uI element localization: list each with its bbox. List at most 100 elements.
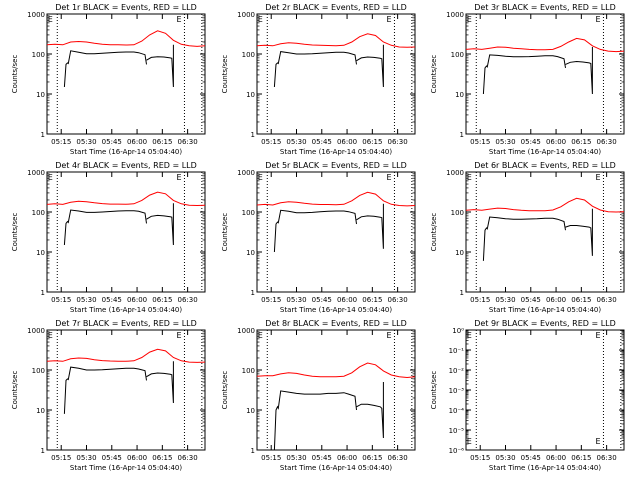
- chart-panel: Det 1r BLACK = Events, RED = LLD 1 10 100 10…: [11, 3, 206, 156]
- chart-title: Det 1r BLACK = Events, RED = LLD: [55, 3, 197, 12]
- x-axis-label: Start Time (16-Apr-14 05:04:40): [70, 464, 182, 472]
- y-tick-label: 100: [32, 51, 45, 59]
- flag-marker: E: [596, 437, 601, 446]
- chart-title: Det 7r BLACK = Events, RED = LLD: [55, 319, 197, 328]
- flag-marker: E: [258, 173, 263, 182]
- x-tick-label: 06:00: [546, 454, 566, 462]
- flag-marker: E: [467, 437, 472, 446]
- y-tick-label: 10: [36, 249, 45, 257]
- x-axis-label: Start Time (16-Apr-14 05:04:40): [489, 464, 601, 472]
- x-tick-label: 06:15: [362, 138, 382, 146]
- y-axis-label: Counts/sec: [221, 55, 229, 94]
- x-tick-label: 06:15: [571, 454, 591, 462]
- x-tick-label: 06:30: [597, 138, 617, 146]
- y-tick-label: 1: [251, 289, 255, 297]
- x-tick-label: 06:15: [362, 454, 382, 462]
- y-tick-label: 1: [41, 289, 45, 297]
- x-tick-label: 06:00: [127, 454, 147, 462]
- x-tick-label: 06:15: [152, 296, 172, 304]
- x-tick-label: 05:15: [470, 454, 490, 462]
- x-tick-label: 05:30: [286, 296, 306, 304]
- chart-title: Det 2r BLACK = Events, RED = LLD: [265, 3, 407, 12]
- flag-marker: E: [48, 331, 53, 340]
- x-axis-label: Start Time (16-Apr-14 05:04:40): [280, 464, 392, 472]
- chart-title: Det 6r BLACK = Events, RED = LLD: [474, 161, 616, 170]
- x-tick-label: 06:30: [597, 454, 617, 462]
- flag-marker: E: [467, 173, 472, 182]
- y-axis-label: Counts/sec: [11, 55, 19, 94]
- chart-title: Det 3r BLACK = Events, RED = LLD: [474, 3, 616, 12]
- y-axis-label: Counts/sec: [11, 371, 19, 410]
- y-axis-label: Counts/sec: [430, 55, 438, 94]
- x-tick-label: 06:15: [362, 296, 382, 304]
- flag-marker: E: [258, 331, 263, 340]
- plot-frame: [465, 329, 625, 451]
- x-tick-label: 06:30: [178, 296, 198, 304]
- chart-panel: Det 9r BLACK = Events, RED = LLD 10⁰ 10⁻¹ 1…: [430, 319, 625, 472]
- x-tick-label: 05:15: [470, 296, 490, 304]
- chart-panel: Det 7r BLACK = Events, RED = LLD 1 10 100 10…: [11, 319, 206, 472]
- chart-panel: Det 2r BLACK = Events, RED = LLD 1 10 100 10…: [221, 3, 416, 156]
- series-line-events: [63, 209, 147, 246]
- y-tick-label: 100: [32, 367, 45, 375]
- x-tick-label: 06:30: [178, 138, 198, 146]
- plot-frame: [256, 329, 416, 451]
- y-axis-label: Counts/sec: [221, 371, 229, 410]
- x-tick-label: 06:15: [571, 296, 591, 304]
- flag-marker: E: [177, 173, 182, 182]
- x-axis-label: Start Time (16-Apr-14 05:04:40): [280, 306, 392, 314]
- flag-marker: E: [48, 15, 53, 24]
- y-tick-label: 1000: [27, 169, 45, 177]
- x-tick-label: 05:15: [261, 138, 281, 146]
- series-line-events: [273, 51, 357, 88]
- x-tick-label: 05:15: [51, 296, 71, 304]
- x-tick-label: 06:00: [546, 138, 566, 146]
- series-line-events: [63, 366, 147, 414]
- flag-marker: E: [177, 331, 182, 340]
- x-tick-label: 06:30: [178, 454, 198, 462]
- chart-title: Det 4r BLACK = Events, RED = LLD: [55, 161, 197, 170]
- chart-panel: Det 4r BLACK = Events, RED = LLD 1 10 100 10…: [11, 161, 206, 314]
- y-tick-label: 1: [251, 447, 255, 455]
- series-line-events: [565, 208, 593, 256]
- x-tick-label: 05:15: [261, 454, 281, 462]
- y-tick-label: 10: [455, 249, 464, 257]
- y-tick-label: 1000: [27, 327, 45, 335]
- y-tick-label: 100: [242, 209, 255, 217]
- x-tick-label: 05:30: [76, 138, 96, 146]
- x-tick-label: 05:30: [76, 296, 96, 304]
- x-tick-label: 06:30: [388, 296, 408, 304]
- plot-frame: [465, 171, 625, 293]
- y-tick-label: 1000: [446, 11, 464, 19]
- y-tick-label: 10⁻⁴: [449, 407, 465, 415]
- x-tick-label: 05:45: [312, 138, 332, 146]
- x-tick-label: 05:15: [51, 138, 71, 146]
- y-axis-label: Counts/sec: [430, 371, 438, 410]
- flag-marker: E: [258, 15, 263, 24]
- y-tick-label: 10⁻³: [449, 387, 465, 395]
- series-line-events: [356, 203, 384, 249]
- x-tick-label: 05:45: [521, 296, 541, 304]
- x-tick-label: 05:45: [102, 454, 122, 462]
- flag-marker: E: [177, 15, 182, 24]
- chart-panel: Det 3r BLACK = Events, RED = LLD 1 10 100 10…: [430, 3, 625, 156]
- chart-title: Det 8r BLACK = Events, RED = LLD: [265, 319, 407, 328]
- chart-panel: Det 6r BLACK = Events, RED = LLD 1 10 100 10…: [430, 161, 625, 314]
- series-line-lld: [46, 30, 206, 47]
- y-tick-label: 1: [251, 131, 255, 139]
- x-tick-label: 06:00: [127, 296, 147, 304]
- series-line-events: [146, 203, 174, 246]
- series-line-lld: [465, 197, 625, 213]
- x-tick-label: 05:30: [495, 454, 515, 462]
- x-tick-label: 06:00: [337, 454, 357, 462]
- y-tick-label: 100: [32, 209, 45, 217]
- x-tick-label: 06:30: [388, 138, 408, 146]
- plot-frame: [46, 171, 206, 293]
- y-tick-label: 100: [242, 367, 255, 375]
- x-tick-label: 05:45: [521, 138, 541, 146]
- x-tick-label: 06:00: [337, 296, 357, 304]
- flag-marker: E: [387, 173, 392, 182]
- y-tick-label: 10: [455, 91, 464, 99]
- flag-marker: E: [48, 173, 53, 182]
